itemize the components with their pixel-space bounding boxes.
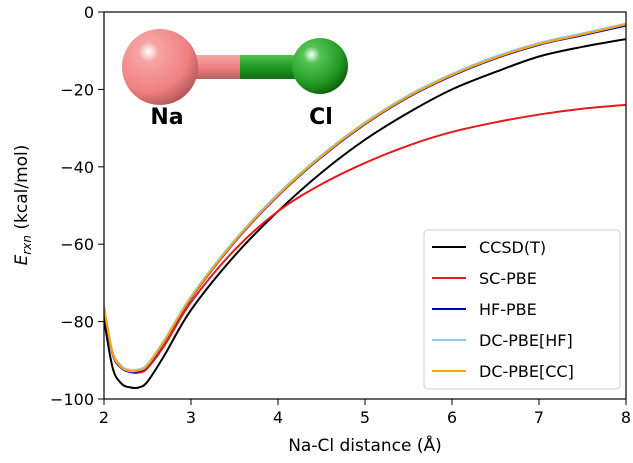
y-tick-label: 0 (84, 3, 94, 22)
legend-box (423, 229, 621, 390)
y-axis-label: Erxn (kcal/mol) (12, 145, 34, 266)
na-atom-label: Na (150, 105, 183, 130)
na-atom (122, 29, 198, 105)
cl-atom (292, 38, 348, 94)
legend: CCSD(T) SC-PBE HF-PBE DC-PBE[HF] DC-PBE[CC] (423, 229, 621, 390)
series-layer (104, 22, 626, 389)
legend-label: HF-PBE (479, 300, 537, 319)
legend-label: DC-PBE[CC] (479, 362, 574, 381)
x-tick-label: 5 (360, 408, 370, 427)
x-tick-label: 6 (447, 408, 457, 427)
bond-cl-half (240, 55, 298, 79)
y-axis-label-subscript: rxn (20, 235, 34, 255)
series-line-dc-pbe-cc (104, 23, 626, 373)
y-tick-label: −80 (60, 313, 94, 332)
x-tick-label: 2 (99, 408, 109, 427)
x-tick-label: 4 (273, 408, 283, 427)
axis-ticks: 2 3 4 5 6 7 8 0 −20 −40 −60 −80 −100 (50, 3, 631, 427)
cl-atom-label: Cl (309, 105, 333, 130)
y-axis-label-main: E (12, 254, 32, 265)
y-tick-label: −40 (60, 158, 94, 177)
legend-label: CCSD(T) (479, 238, 546, 257)
legend-items: CCSD(T) SC-PBE HF-PBE DC-PBE[HF] DC-PBE[CC] (432, 238, 574, 381)
bond-na-half (192, 55, 240, 79)
legend-label: DC-PBE[HF] (479, 331, 573, 350)
legend-label: SC-PBE (479, 269, 537, 288)
x-tick-label: 8 (621, 408, 631, 427)
x-tick-label: 3 (186, 408, 196, 427)
series-line-ccsd-t (104, 38, 626, 389)
y-axis-label-unit: (kcal/mol) (12, 145, 32, 235)
x-tick-label: 7 (534, 408, 544, 427)
x-axis-label: Na-Cl distance (Å) (288, 434, 442, 456)
molecule-illustration: Na Cl (122, 29, 348, 130)
y-tick-label: −20 (60, 80, 94, 99)
y-tick-label: −100 (50, 390, 94, 409)
y-tick-label: −60 (60, 235, 94, 254)
